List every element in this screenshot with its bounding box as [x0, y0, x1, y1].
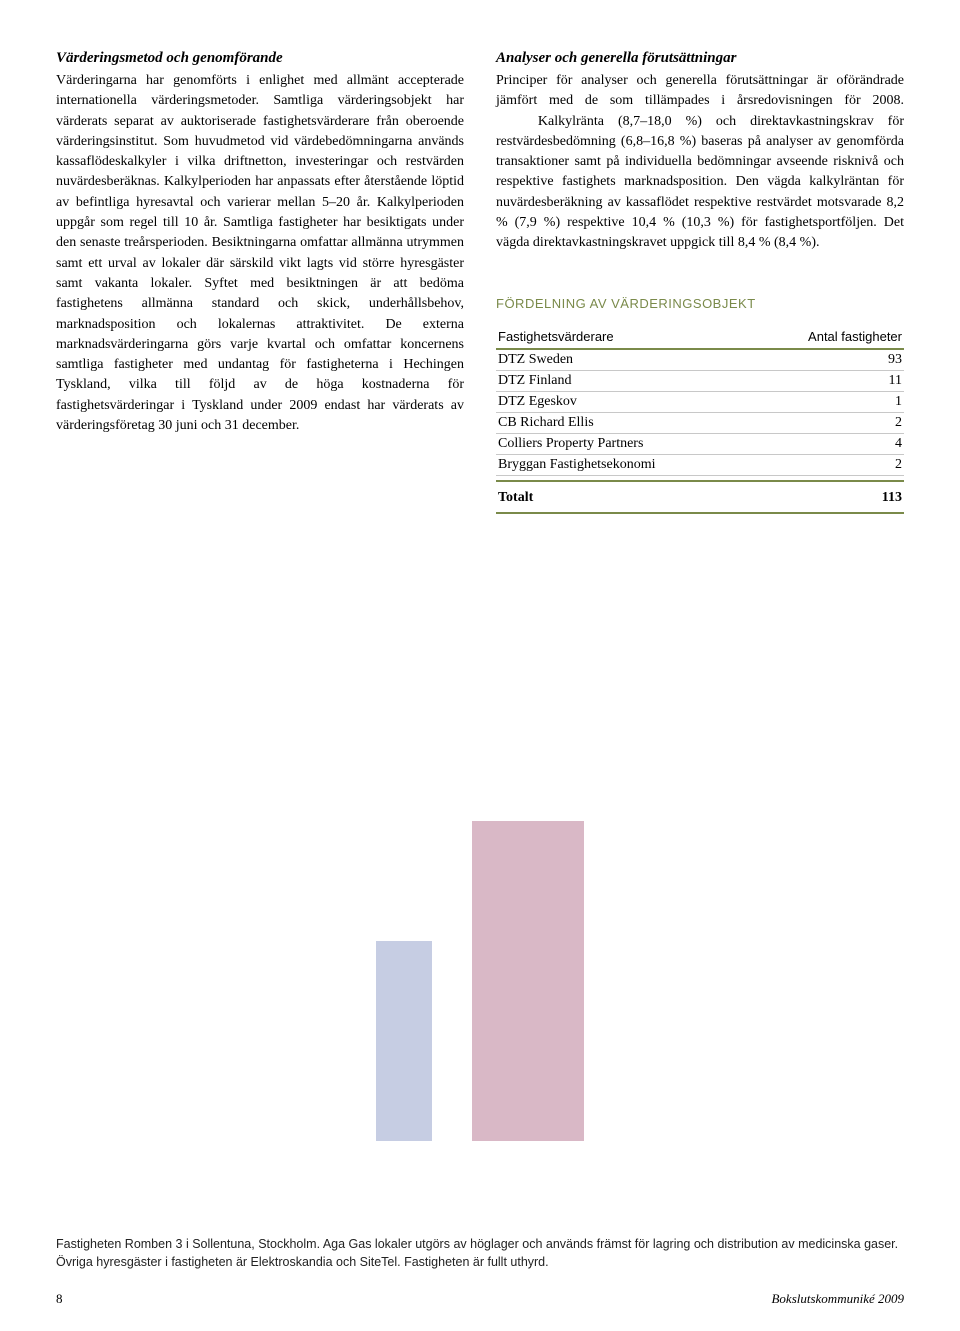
table-cell-value: 1 — [750, 391, 904, 412]
right-heading: Analyser och generella förutsättningar — [496, 50, 904, 67]
left-column: Värderingsmetod och genomförande Värderi… — [56, 50, 464, 514]
table-cell-value: 11 — [750, 370, 904, 391]
table-row: CB Richard Ellis 2 — [496, 412, 904, 433]
table-cell-value: 2 — [750, 454, 904, 475]
table-cell-name: DTZ Egeskov — [496, 391, 750, 412]
page-number: 8 — [56, 1291, 63, 1307]
table-header-name: Fastighetsvärderare — [496, 325, 750, 349]
table-row: DTZ Egeskov 1 — [496, 391, 904, 412]
table-cell-value: 2 — [750, 412, 904, 433]
right-body: Principer för analyser och generella för… — [496, 71, 904, 254]
table-total-row: Totalt 113 — [496, 481, 904, 513]
page-footer: 8 Bokslutskommuniké 2009 — [56, 1291, 904, 1307]
table-cell-value: 4 — [750, 433, 904, 454]
table-cell-name: DTZ Sweden — [496, 349, 750, 371]
table-total-label: Totalt — [496, 481, 750, 513]
table-cell-name: CB Richard Ellis — [496, 412, 750, 433]
left-body: Värderingarna har genomförts i enlighet … — [56, 71, 464, 436]
table-header-count: Antal fastigheter — [750, 325, 904, 349]
table-cell-name: DTZ Finland — [496, 370, 750, 391]
document-title: Bokslutskommuniké 2009 — [771, 1291, 904, 1307]
table-row: Colliers Property Partners 4 — [496, 433, 904, 454]
image-caption: Fastigheten Romben 3 i Sollentuna, Stock… — [56, 1236, 904, 1271]
table-cell-value: 93 — [750, 349, 904, 371]
table-cell-name: Bryggan Fastighetsekonomi — [496, 454, 750, 475]
table-row: DTZ Sweden 93 — [496, 349, 904, 371]
valuation-table-section: FÖRDELNING AV VÄRDERINGSOBJEKT Fastighet… — [496, 296, 904, 515]
table-row: DTZ Finland 11 — [496, 370, 904, 391]
table-total-value: 113 — [750, 481, 904, 513]
right-column: Analyser och generella förutsättningar P… — [496, 50, 904, 514]
table-title: FÖRDELNING AV VÄRDERINGSOBJEKT — [496, 296, 904, 311]
table-row: Bryggan Fastighetsekonomi 2 — [496, 454, 904, 475]
valuation-table: Fastighetsvärderare Antal fastigheter DT… — [496, 325, 904, 515]
table-cell-name: Colliers Property Partners — [496, 433, 750, 454]
left-heading: Värderingsmetod och genomförande — [56, 50, 464, 67]
